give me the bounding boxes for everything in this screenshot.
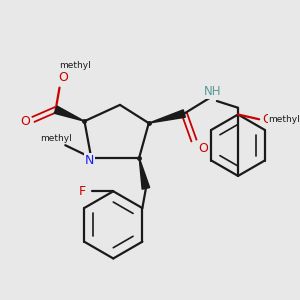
Text: O: O [20,115,30,128]
Text: O: O [262,113,272,126]
Polygon shape [139,158,150,189]
Polygon shape [149,110,185,123]
Text: N: N [85,154,94,167]
Text: O: O [58,70,68,84]
Text: methyl: methyl [268,115,300,124]
Text: methyl: methyl [40,134,71,143]
Text: O: O [199,142,208,154]
Text: NH: NH [204,85,222,98]
Text: F: F [79,185,86,198]
Text: methyl: methyl [59,61,91,70]
Polygon shape [54,106,85,121]
